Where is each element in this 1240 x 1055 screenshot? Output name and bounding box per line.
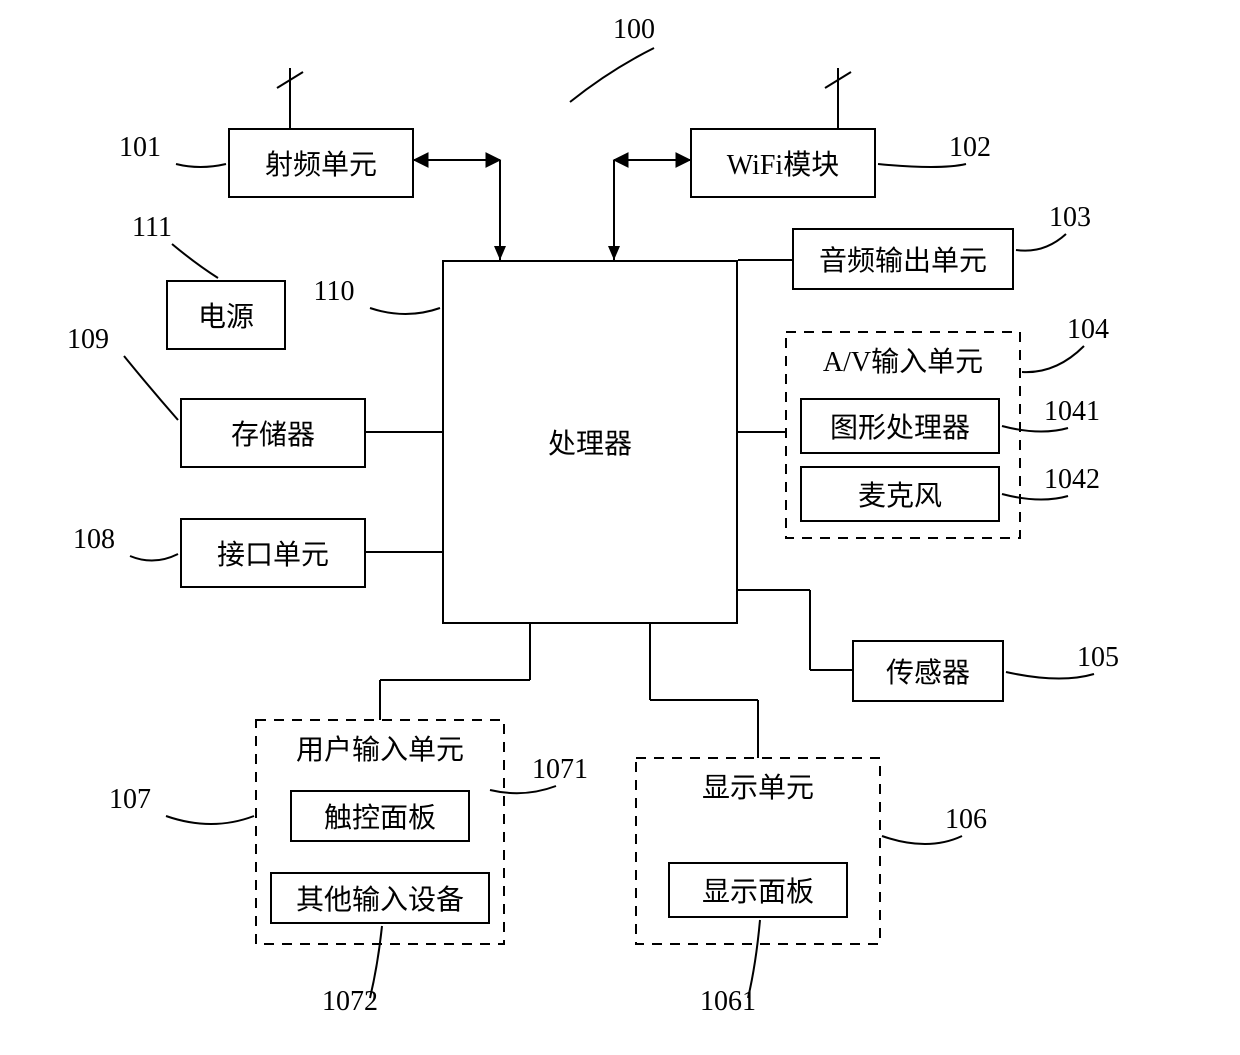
ref-106: 106 [926,804,1006,836]
block-gpu: 图形处理器 [800,398,1000,454]
ref-104: 104 [1048,314,1128,346]
group-title-user_in: 用户输入单元 [256,728,504,768]
block-processor: 处理器 [442,260,738,624]
block-other_input: 其他输入设备 [270,872,490,924]
ref-110: 110 [294,276,374,308]
ref-1042: 1042 [1032,464,1112,496]
group-title-av: A/V输入单元 [786,340,1020,380]
block-power: 电源 [166,280,286,350]
ref-111: 111 [112,212,192,244]
ref-100: 100 [594,14,674,46]
ref-1071: 1071 [520,754,600,786]
block-sensor: 传感器 [852,640,1004,702]
ref-107: 107 [90,784,170,816]
ref-103: 103 [1030,202,1110,234]
block-audio: 音频输出单元 [792,228,1014,290]
ref-1041: 1041 [1032,396,1112,428]
diagram-canvas: A/V输入单元用户输入单元显示单元 射频单元 WiFi模块电源存储器接口单元 处理器音… [0,0,1240,1055]
block-memory: 存储器 [180,398,366,468]
ref-109: 109 [48,324,128,356]
block-display_panel: 显示面板 [668,862,848,918]
block-touch: 触控面板 [290,790,470,842]
ref-1061: 1061 [688,986,768,1018]
block-rf: 射频单元 [228,128,414,198]
ref-108: 108 [54,524,134,556]
group-title-display: 显示单元 [636,766,880,806]
ref-105: 105 [1058,642,1138,674]
ref-101: 101 [100,132,180,164]
block-wifi: WiFi模块 [690,128,876,198]
ref-1072: 1072 [310,986,390,1018]
block-mic: 麦克风 [800,466,1000,522]
ref-102: 102 [930,132,1010,164]
block-interface: 接口单元 [180,518,366,588]
